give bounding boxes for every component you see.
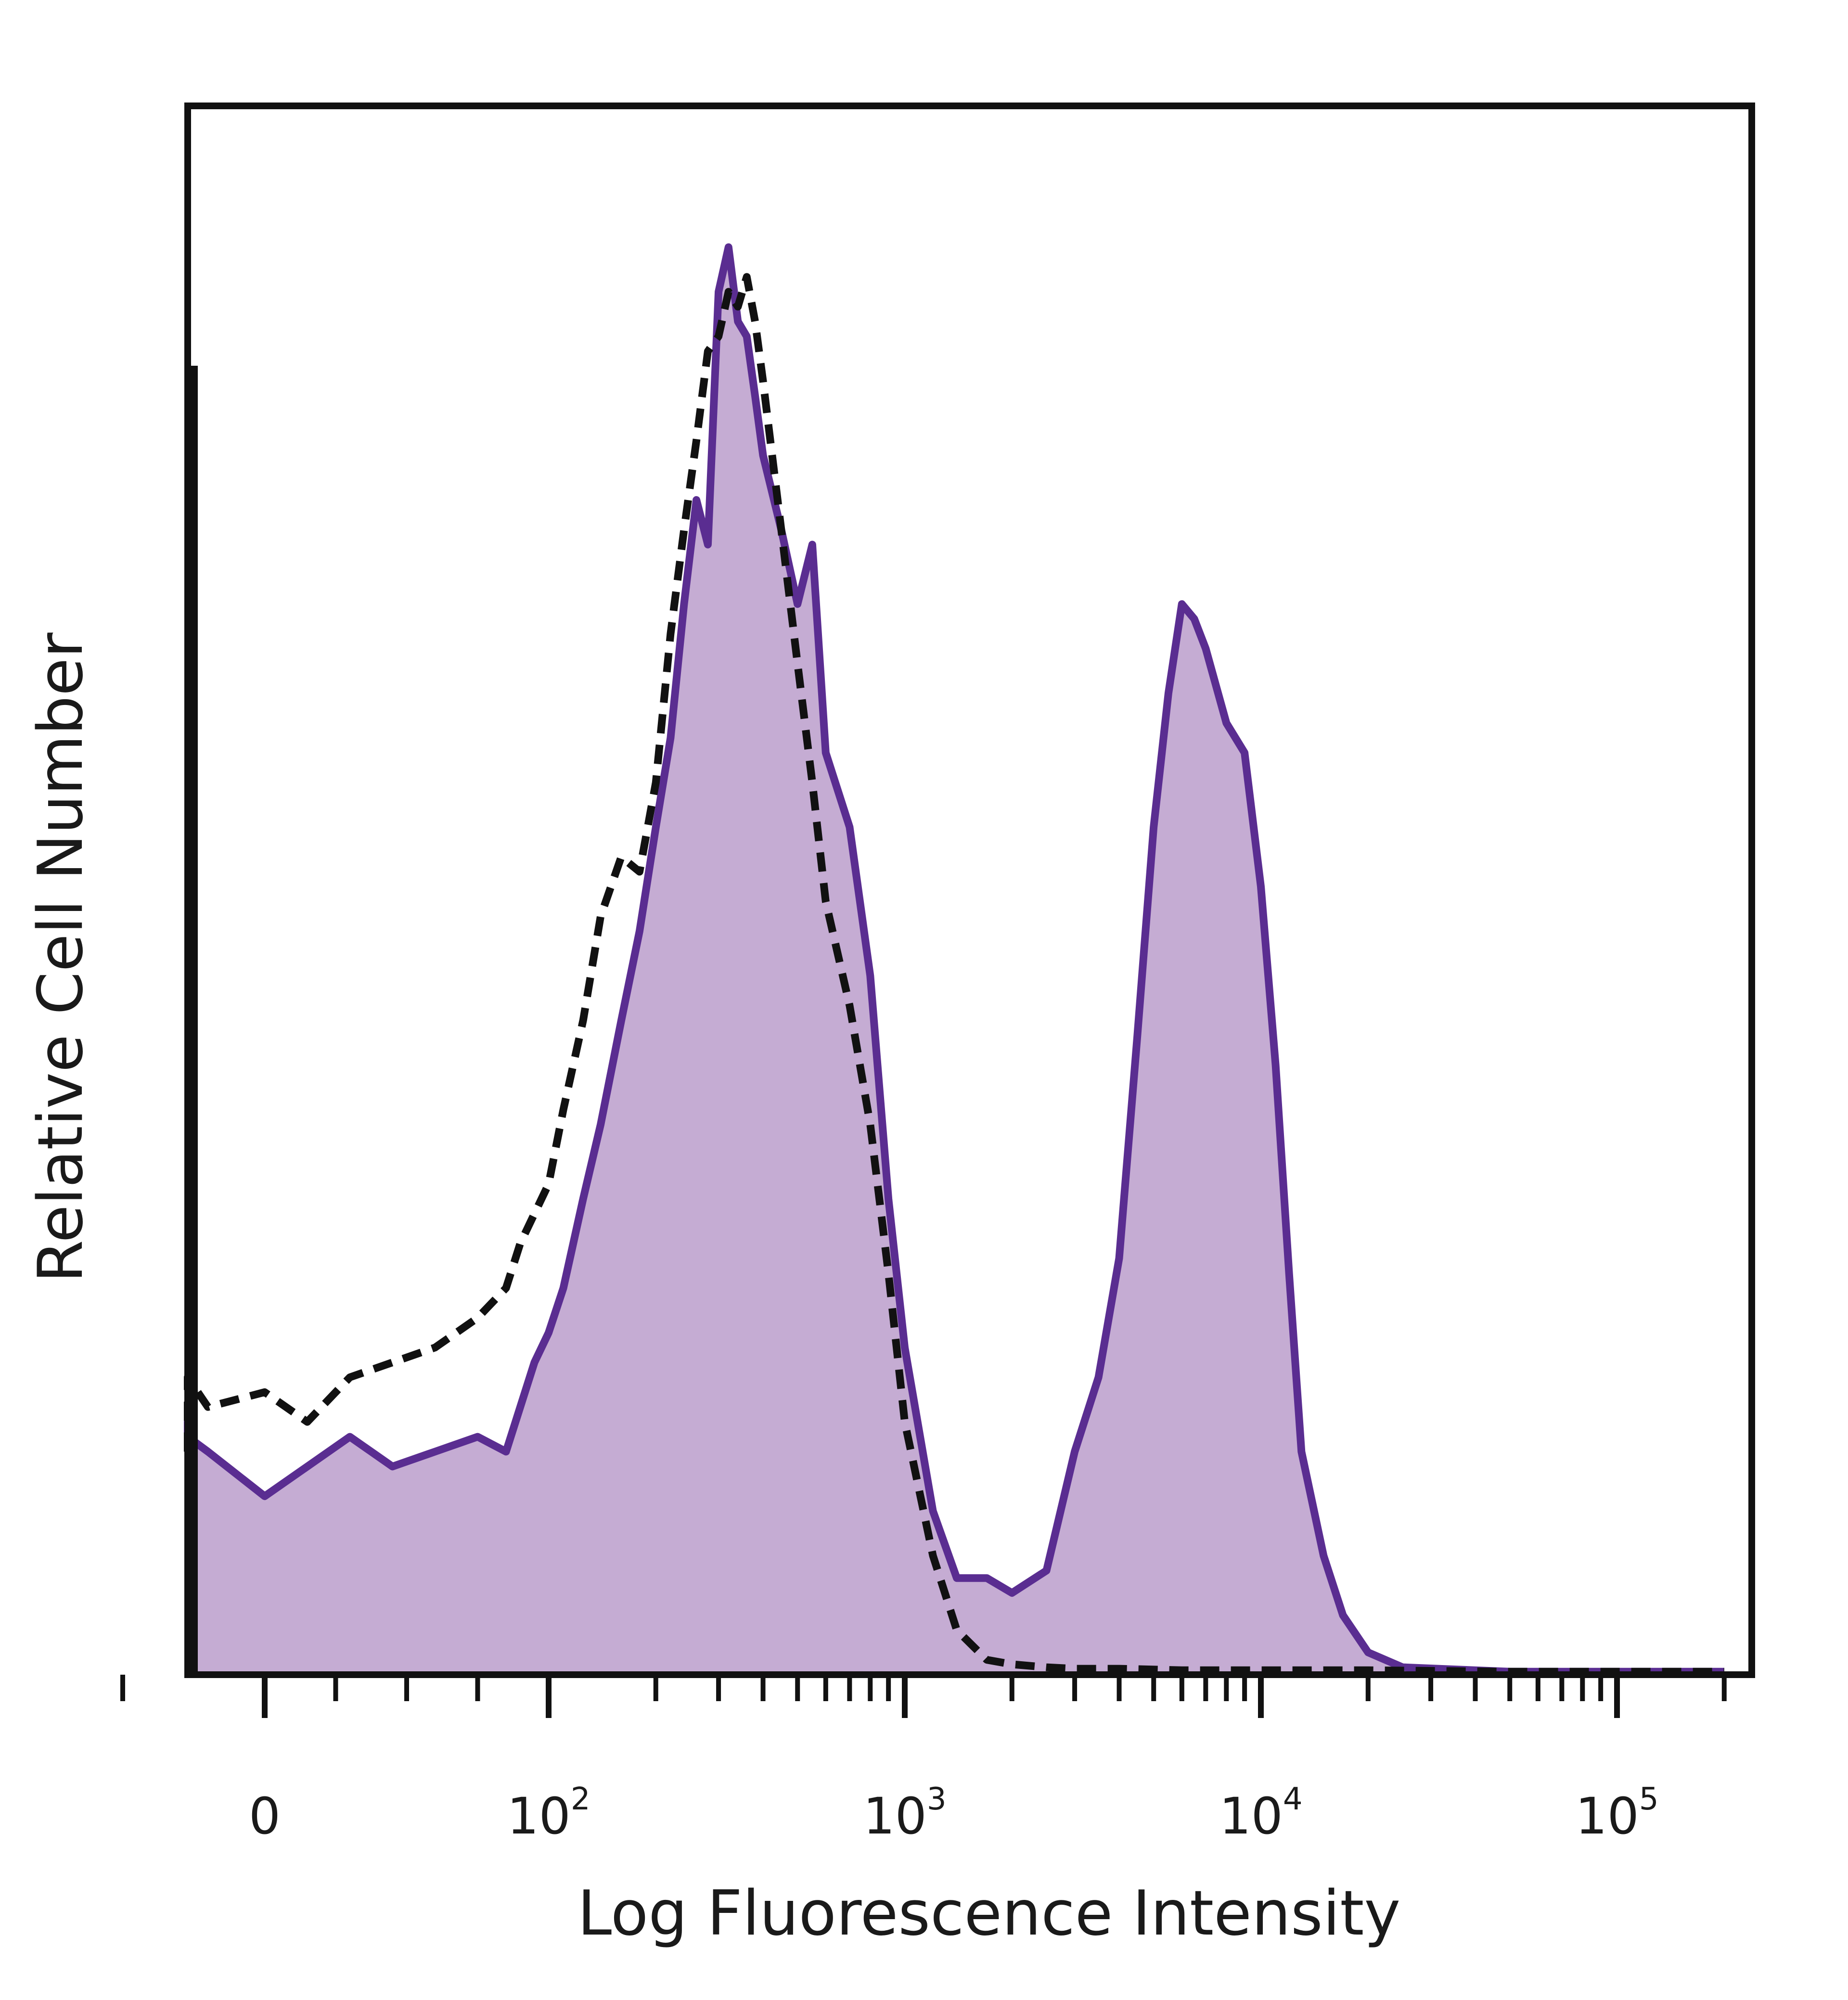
stained-histogram-line bbox=[184, 243, 1724, 1676]
stained-histogram-fill bbox=[188, 247, 1724, 1675]
plot-frame bbox=[184, 103, 1755, 1678]
x-axis: 0 102 103 104 105 bbox=[120, 1675, 1727, 1846]
x-tick-label: 0 bbox=[249, 1787, 281, 1846]
y-axis-title: Relative Cell Number bbox=[25, 632, 97, 1282]
x-tick-label: 102 bbox=[507, 1782, 590, 1846]
plot-area bbox=[184, 103, 1755, 1678]
x-axis-title: Log Fluorescence Intensity bbox=[578, 1878, 1400, 1949]
x-tick-label: 104 bbox=[1219, 1782, 1302, 1846]
x-tick-label: 103 bbox=[863, 1782, 946, 1846]
control-histogram-dashed-line bbox=[184, 273, 1724, 1676]
x-tick-label: 105 bbox=[1575, 1782, 1658, 1846]
